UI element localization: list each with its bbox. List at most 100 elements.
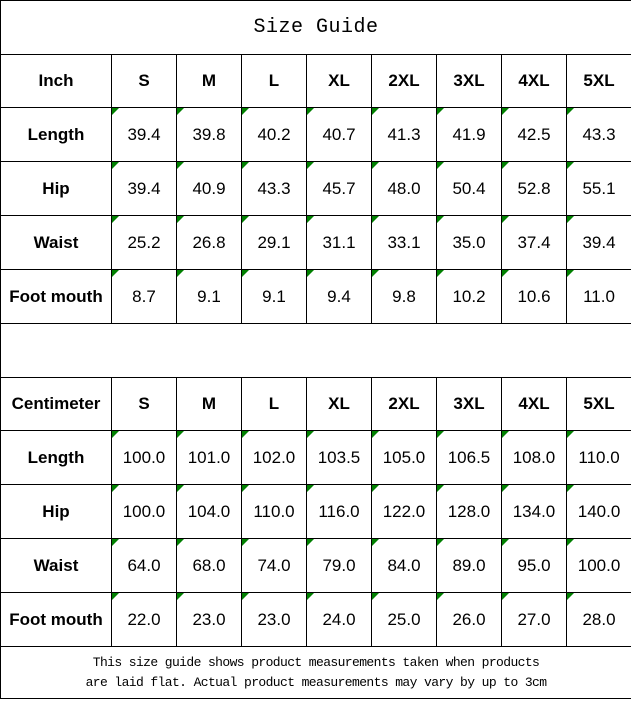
value-cell: 41.3 [371,107,437,162]
unit-header-cell-text: Inch [38,71,74,90]
value-cell-text: 55.1 [582,178,616,198]
size-header-cell-text: 2XL [388,71,420,90]
value-cell-text: 68.0 [192,555,226,575]
size-header-cell-text: M [201,71,217,90]
size-header-cell-text: 4XL [518,71,550,90]
size-header-cell-text: 2XL [388,394,420,413]
value-cell-text: 41.9 [452,124,486,144]
row-label-cell-text: Waist [33,555,79,575]
value-cell: 37.4 [501,215,567,270]
cell-marker-icon [372,216,379,223]
cell-marker-icon [567,485,574,492]
value-cell-text: 25.2 [127,232,161,252]
cell-marker-icon [567,162,574,169]
size-table-inch: Inch S M L XL 2XL 3XL 4XL 5XL Length 39.4 39.8 40.2 4… [0,54,631,324]
value-cell-text: 42.5 [517,124,551,144]
value-cell-text: 29.1 [257,232,291,252]
row-label-cell: Hip [0,484,112,539]
value-cell: 102.0 [241,430,307,485]
cell-marker-icon [567,216,574,223]
value-cell-text: 50.4 [452,178,486,198]
row-label-cell-text: Waist [33,232,79,252]
data-row: Length 100.0 101.0 102.0 103.5 105.0 106.5 108.… [0,430,631,485]
size-header-cell-text: S [138,394,150,413]
value-cell: 74.0 [241,538,307,593]
cell-marker-icon [372,162,379,169]
unit-header-cell-text: Centimeter [11,394,101,413]
row-label-cell: Length [0,430,112,485]
value-cell-text: 23.0 [257,609,291,629]
value-cell: 100.0 [111,484,177,539]
header-row: Inch S M L XL 2XL 3XL 4XL 5XL [0,54,631,108]
value-cell: 11.0 [565,269,631,324]
size-header-cell: S [111,377,177,431]
cell-marker-icon [112,216,119,223]
value-cell-text: 64.0 [127,555,161,575]
cell-marker-icon [177,431,184,438]
data-row: Hip 100.0 104.0 110.0 116.0 122.0 128.0 134.0 14… [0,484,631,539]
value-cell-text: 52.8 [517,178,551,198]
cell-marker-icon [307,270,314,277]
cell-marker-icon [502,216,509,223]
value-cell: 64.0 [111,538,177,593]
cell-marker-icon [502,539,509,546]
value-cell: 42.5 [501,107,567,162]
value-cell-text: 110.0 [253,501,295,521]
value-cell: 9.8 [371,269,437,324]
value-cell-text: 122.0 [382,501,426,521]
value-cell: 23.0 [241,592,307,647]
cell-marker-icon [437,162,444,169]
value-cell: 105.0 [371,430,437,485]
value-cell-text: 89.0 [452,555,486,575]
value-cell-text: 10.6 [517,286,551,306]
value-cell-text: 103.5 [317,447,361,467]
value-cell: 26.8 [176,215,242,270]
size-header-cell-text: L [268,71,280,90]
cell-marker-icon [177,270,184,277]
value-cell-text: 33.1 [387,232,421,252]
size-header-cell-text: S [138,71,150,90]
value-cell: 43.3 [241,161,307,216]
cell-marker-icon [437,539,444,546]
value-cell: 25.0 [371,592,437,647]
cell-marker-icon [242,593,249,600]
size-header-cell-text: 5XL [583,71,615,90]
value-cell-text: 24.0 [322,609,356,629]
value-cell: 26.0 [436,592,502,647]
value-cell-text: 100.0 [122,447,166,467]
cell-marker-icon [307,216,314,223]
spacer-row [0,323,631,378]
cell-marker-icon [112,485,119,492]
size-header-cell-text: 3XL [453,71,485,90]
value-cell-text: 140.0 [577,501,621,521]
value-cell-text: 28.0 [582,609,616,629]
value-cell: 33.1 [371,215,437,270]
footer-section: This size guide shows product measuremen… [0,646,631,699]
cell-marker-icon [502,108,509,115]
row-label-cell: Hip [0,161,112,216]
value-cell: 24.0 [306,592,372,647]
cell-marker-icon [177,593,184,600]
cell-marker-icon [567,270,574,277]
cell-marker-icon [177,485,184,492]
cell-marker-icon [307,431,314,438]
value-cell: 25.2 [111,215,177,270]
value-cell-text: 108.0 [512,447,556,467]
cell-marker-icon [112,431,119,438]
data-row: Length 39.4 39.8 40.2 40.7 41.3 41.9 42.5 43.3 [0,107,631,162]
value-cell-text: 39.4 [127,124,161,144]
row-label-cell: Waist [0,538,112,593]
cell-marker-icon [437,485,444,492]
value-cell: 50.4 [436,161,502,216]
cell-marker-icon [437,270,444,277]
cell-marker-icon [242,108,249,115]
value-cell-text: 9.8 [392,286,416,306]
value-cell-text: 40.2 [257,124,291,144]
value-cell-text: 25.0 [387,609,421,629]
cell-marker-icon [112,593,119,600]
value-cell-text: 95.0 [517,555,551,575]
value-cell-text: 74.0 [257,555,291,575]
cell-marker-icon [372,539,379,546]
value-cell-text: 37.4 [517,232,551,252]
row-label-cell: Foot mouth [0,269,112,324]
